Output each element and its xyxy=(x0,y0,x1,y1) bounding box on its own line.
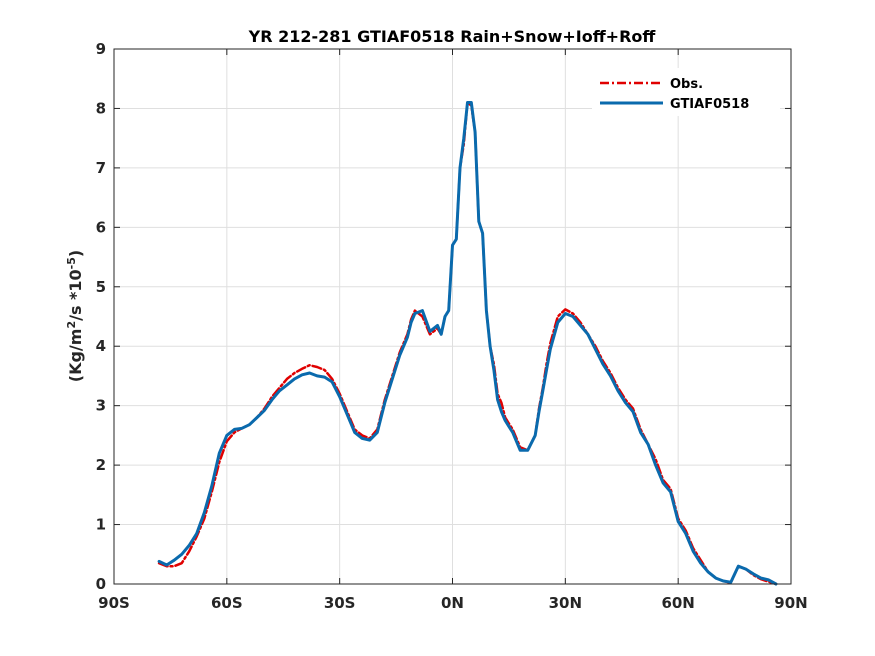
legend: Obs. GTIAF0518 xyxy=(592,68,780,116)
y-tick-label: 2 xyxy=(96,456,106,474)
y-tick-label: 6 xyxy=(96,218,106,236)
y-tick-label: 3 xyxy=(96,397,106,415)
legend-label-gtiaf0518: GTIAF0518 xyxy=(670,97,749,112)
x-tick-label: 0N xyxy=(441,594,464,612)
series-line-gtiaf0518 xyxy=(157,101,778,586)
y-tick-label: 9 xyxy=(96,40,106,58)
legend-box xyxy=(592,68,780,116)
x-tick-label: 90N xyxy=(774,594,807,612)
y-tick-label: 7 xyxy=(96,159,106,177)
x-tick-label: 30N xyxy=(549,594,582,612)
grid xyxy=(114,49,791,584)
x-tick-label: 30S xyxy=(324,594,356,612)
y-tick-labels: 0 1 2 3 4 5 6 7 8 9 xyxy=(96,40,106,593)
y-tick-label: 0 xyxy=(96,575,106,593)
x-tick-label: 90S xyxy=(98,594,130,612)
x-tick-label: 60N xyxy=(661,594,694,612)
y-tick-label: 5 xyxy=(96,278,106,296)
y-tick-label: 4 xyxy=(96,337,106,355)
ticks xyxy=(113,48,792,585)
x-tick-labels: 90S 60S 30S 0N 30N 60N 90N xyxy=(98,594,808,612)
y-axis-label: (Kg/m2/s *10-5) xyxy=(65,250,86,382)
chart-title: YR 212-281 GTIAF0518 Rain+Snow+Ioff+Roff xyxy=(248,27,657,46)
y-tick-label: 8 xyxy=(96,99,106,117)
y-tick-label: 1 xyxy=(96,516,106,534)
legend-label-obs: Obs. xyxy=(670,77,703,92)
x-tick-label: 60S xyxy=(211,594,243,612)
series-layer xyxy=(157,101,778,586)
